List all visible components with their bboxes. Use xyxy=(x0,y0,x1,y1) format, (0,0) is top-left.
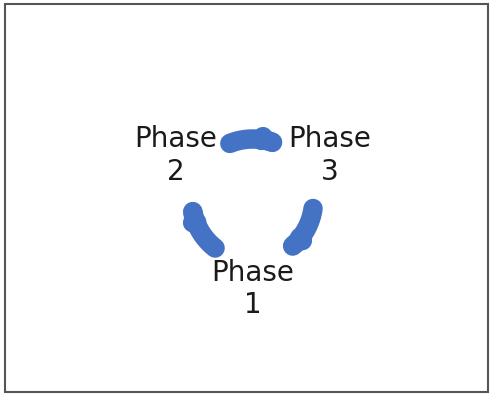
Text: Phase
1: Phase 1 xyxy=(211,259,294,319)
Text: Phase
3: Phase 3 xyxy=(288,125,371,186)
Text: Phase
2: Phase 2 xyxy=(134,125,217,186)
